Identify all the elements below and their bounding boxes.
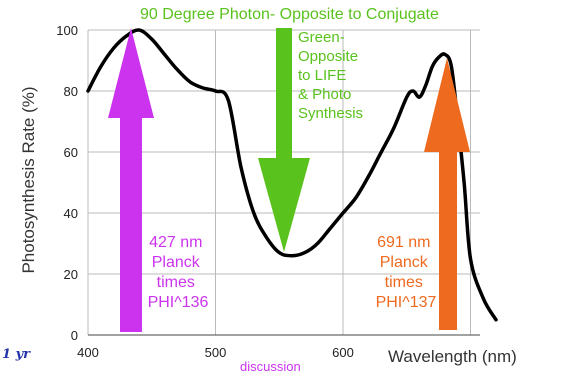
purple-annotation-line-2: Planck — [152, 254, 201, 271]
purple-annotation: 427 nm Planck times PHI^136 — [148, 234, 209, 311]
x-axis-title: Wavelength (nm) — [388, 347, 517, 366]
x-tick-label-500: 500 — [205, 345, 227, 360]
y-tick-label-20: 20 — [64, 267, 78, 282]
y-tick-label-0: 0 — [71, 328, 78, 343]
orange-annotation: 691 nm Planck times PHI^137 — [376, 234, 437, 311]
photosynthesis-curve — [86, 28, 498, 322]
green-down-arrow-shaft — [276, 28, 292, 158]
purple-up-arrow-shaft — [120, 118, 142, 332]
purple-up-arrow — [108, 28, 154, 332]
footer-discussion[interactable]: discussion — [240, 359, 301, 372]
arrows — [108, 28, 470, 332]
green-annotation-line-4: & Photo — [298, 86, 351, 103]
x-tick-labels: 400 500 600 — [77, 345, 354, 360]
green-annotation-line-5: Synthesis — [298, 105, 363, 122]
green-annotation: Green- Opposite to LIFE & Photo Synthesi… — [298, 29, 363, 122]
purple-up-arrow-head — [108, 28, 154, 118]
orange-up-arrow-shaft — [439, 150, 457, 330]
orange-up-arrow-head — [424, 58, 470, 152]
purple-annotation-line-4: PHI^136 — [148, 294, 209, 311]
orange-annotation-line-2: Planck — [380, 254, 429, 271]
x-tick-label-600: 600 — [332, 345, 354, 360]
y-tick-label-100: 100 — [56, 23, 78, 38]
y-tick-label-80: 80 — [64, 84, 78, 99]
green-annotation-line-3: to LIFE — [298, 67, 346, 84]
x-tick-label-400: 400 — [77, 345, 99, 360]
footer-yr: 1 yr — [2, 347, 31, 362]
orange-annotation-line-4: PHI^137 — [376, 294, 437, 311]
orange-annotation-line-1: 691 nm — [377, 234, 430, 251]
chart-title: 90 Degree Photon- Opposite to Conjugate — [140, 6, 439, 23]
orange-annotation-line-3: times — [385, 274, 423, 291]
green-annotation-line-2: Opposite — [298, 48, 358, 65]
purple-annotation-line-3: times — [157, 274, 195, 291]
y-axis-title: Photosynthesis Rate (%) — [19, 86, 38, 273]
green-down-arrow-head — [258, 158, 310, 252]
orange-up-arrow — [424, 58, 470, 330]
y-tick-label-40: 40 — [64, 206, 78, 221]
y-tick-labels: 0 20 40 60 80 100 — [56, 23, 78, 343]
y-tick-label-60: 60 — [64, 145, 78, 160]
purple-annotation-line-1: 427 nm — [149, 234, 202, 251]
green-annotation-line-1: Green- — [298, 29, 345, 46]
green-down-arrow — [258, 28, 310, 252]
